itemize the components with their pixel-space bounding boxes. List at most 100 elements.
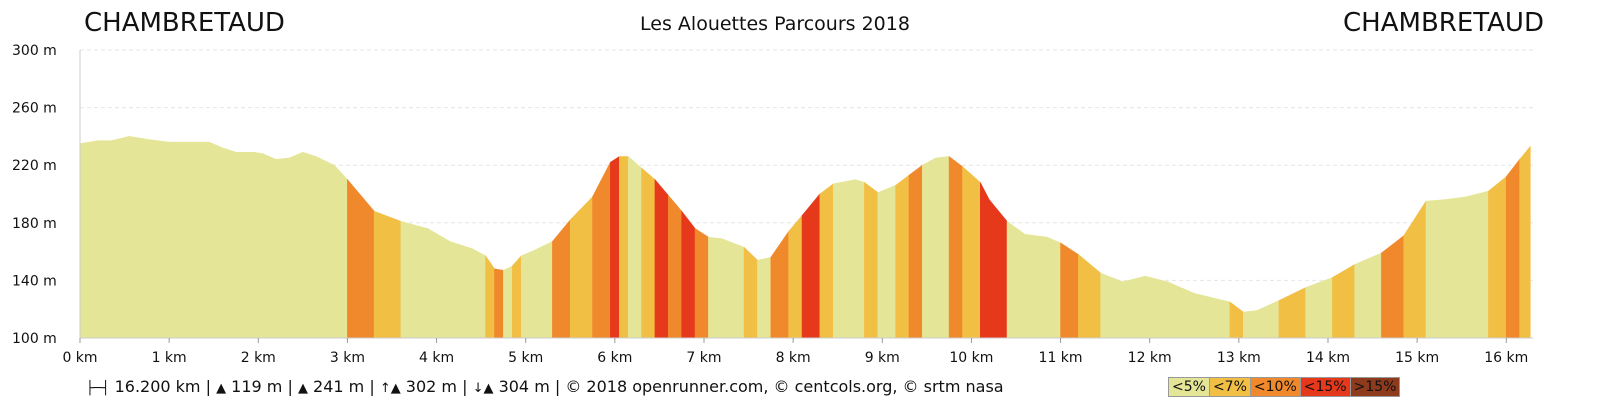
profile-segment — [1078, 253, 1101, 339]
profile-segment — [708, 236, 723, 339]
profile-segment — [1332, 264, 1356, 339]
profile-segment — [427, 228, 451, 339]
x-tick-label: 4 km — [419, 350, 454, 366]
profile-segment — [520, 249, 535, 339]
profile-segment — [222, 147, 237, 339]
profile-segment — [512, 255, 522, 339]
profile-segment — [788, 214, 803, 339]
profile-segment — [668, 194, 683, 339]
legend-lt10: <10% — [1249, 377, 1301, 397]
profile-segment — [449, 241, 473, 339]
profile-segment — [315, 156, 335, 339]
profile-segment — [1425, 199, 1445, 339]
profile-segment — [1060, 242, 1079, 339]
profile-segment — [1305, 277, 1333, 339]
profile-segment — [347, 178, 375, 339]
legend-lt7: <7% — [1208, 377, 1251, 397]
profile-segment — [641, 167, 656, 339]
profile-segment — [681, 210, 696, 339]
x-tick-label: 16 km — [1484, 350, 1528, 366]
profile-segment — [592, 162, 611, 339]
profile-segment — [1278, 287, 1306, 339]
profile-segment — [1488, 176, 1507, 339]
profile-segment — [988, 198, 1008, 339]
chart-title: Les Alouettes Parcours 2018 — [640, 13, 910, 35]
profile-segment — [757, 256, 772, 339]
profile-segment — [619, 156, 629, 339]
y-tick-label: 140 m — [12, 273, 57, 289]
profile-segment — [275, 157, 290, 339]
legend-lt5: <5% — [1168, 377, 1210, 397]
profile-segment — [922, 157, 937, 339]
y-tick-label: 220 m — [12, 158, 57, 174]
profile-segment — [1505, 158, 1520, 339]
ascent-value: 302 m — [405, 377, 458, 396]
profile-segment — [400, 220, 428, 339]
x-tick-label: 15 km — [1395, 350, 1439, 366]
profile-segment — [1354, 252, 1382, 339]
descent-value: 304 m — [498, 377, 550, 396]
profile-segment — [935, 156, 950, 339]
profile-segment — [1519, 145, 1531, 339]
profile-segment — [654, 178, 669, 339]
end-place-label: CHAMBRETAUD — [1343, 8, 1544, 38]
x-tick-label: 9 km — [865, 350, 900, 366]
x-tick-label: 2 km — [241, 350, 276, 366]
y-tick-label: 300 m — [12, 43, 57, 59]
profile-segment — [333, 164, 348, 339]
profile-segment — [627, 155, 642, 339]
descent-icon: ↓▲ — [472, 381, 494, 396]
y-tick-label: 100 m — [12, 331, 57, 347]
legend-gt15: >15% — [1349, 377, 1401, 397]
profile-segment — [1242, 310, 1257, 339]
profile-segment — [980, 182, 990, 339]
x-tick-label: 12 km — [1128, 350, 1172, 366]
profile-segment — [864, 181, 879, 339]
profile-segment — [128, 136, 148, 339]
profile-segment — [186, 141, 210, 339]
profile-segment — [1443, 196, 1467, 339]
profile-segment — [801, 193, 821, 339]
x-tick-label: 13 km — [1217, 350, 1261, 366]
profile-segment — [485, 254, 495, 339]
profile-segment — [721, 238, 745, 339]
profile-segment — [694, 228, 709, 339]
y-tick-label: 180 m — [12, 216, 57, 232]
route-stats: ├─┤ 16.200 km | ▲ 119 m | ▲ 241 m | ↑▲ 3… — [86, 377, 1004, 396]
axes — [79, 50, 1533, 343]
profile-segment — [895, 174, 910, 339]
profile-segment — [1024, 233, 1048, 339]
x-tick-label: 0 km — [62, 350, 97, 366]
profile-segment — [819, 183, 834, 339]
profile-segment — [110, 136, 130, 339]
max-altitude-value: 241 m — [313, 377, 365, 396]
y-tick-labels: 100 m 140 m 180 m 220 m 260 m 300 m — [12, 43, 57, 347]
profile-segment — [962, 165, 981, 339]
x-tick-label: 8 km — [776, 350, 811, 366]
y-tick-label: 260 m — [12, 101, 57, 117]
profile-segment — [1167, 281, 1195, 339]
x-tick-label: 11 km — [1039, 350, 1083, 366]
gradient-legend: <5% <7% <10% <15% >15% — [1168, 377, 1401, 397]
profile-segment — [168, 141, 188, 339]
x-tick-labels: 0 km 1 km 2 km 3 km 4 km 5 km 6 km 7 km 8 km 9 km… — [62, 350, 1528, 366]
profile-segment — [1465, 190, 1489, 339]
profile-segment — [373, 210, 402, 339]
profile-segment — [208, 141, 223, 339]
profile-segment — [948, 155, 963, 339]
profile-segment — [1100, 272, 1124, 339]
ascent-icon: ↑▲ — [379, 381, 401, 396]
profile-segment — [908, 164, 923, 339]
profile-segment — [503, 265, 513, 339]
profile-segment — [855, 179, 865, 339]
x-tick-label: 7 km — [686, 350, 721, 366]
profile-segment — [235, 151, 255, 339]
profile-segment — [877, 184, 896, 339]
profile-segment — [832, 179, 856, 339]
profile-segment — [534, 241, 553, 339]
gradient-segments — [79, 136, 1531, 339]
profile-segment — [1046, 236, 1061, 339]
profile-segment — [1381, 235, 1405, 339]
profile-segment — [610, 156, 620, 339]
